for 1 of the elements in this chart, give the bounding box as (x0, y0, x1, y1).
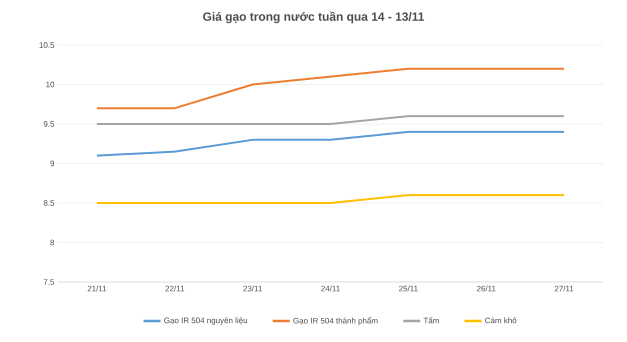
chart-title: Giá gạo trong nước tuần qua 14 - 13/11 (203, 12, 424, 24)
